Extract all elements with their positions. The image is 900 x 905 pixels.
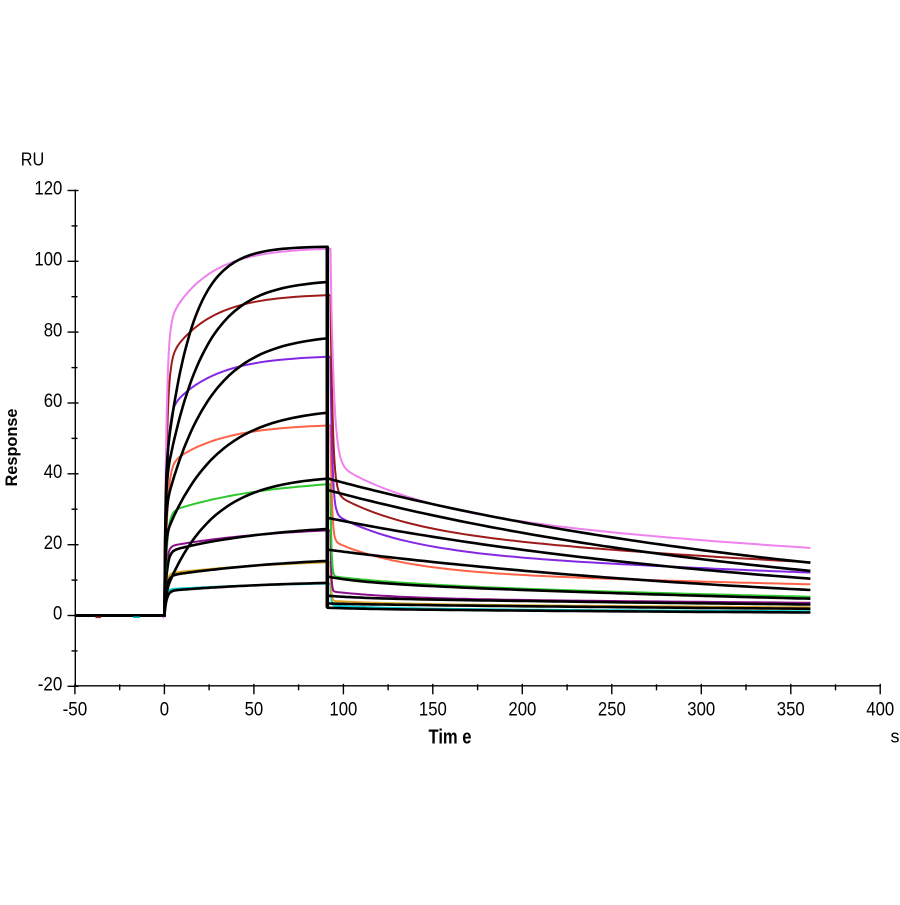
svg-text:80: 80	[44, 320, 63, 341]
svg-text:50: 50	[245, 699, 264, 720]
svg-text:20: 20	[44, 533, 63, 554]
svg-text:0: 0	[53, 604, 62, 625]
svg-text:120: 120	[34, 179, 62, 200]
svg-text:100: 100	[329, 699, 357, 720]
svg-text:150: 150	[419, 699, 447, 720]
svg-text:400: 400	[866, 699, 894, 720]
svg-text:300: 300	[687, 699, 715, 720]
svg-text:RU: RU	[21, 149, 45, 169]
svg-text:60: 60	[44, 391, 63, 412]
svg-text:350: 350	[777, 699, 805, 720]
svg-text:s: s	[891, 727, 900, 747]
svg-text:100: 100	[34, 250, 62, 271]
svg-text:-50: -50	[63, 699, 88, 720]
svg-text:0: 0	[160, 699, 169, 720]
svg-text:200: 200	[508, 699, 536, 720]
svg-text:250: 250	[598, 699, 626, 720]
svg-text:Response: Response	[2, 409, 21, 487]
svg-text:-20: -20	[38, 675, 63, 696]
svg-text:40: 40	[44, 462, 63, 483]
svg-text:Tim e: Tim e	[429, 726, 472, 748]
